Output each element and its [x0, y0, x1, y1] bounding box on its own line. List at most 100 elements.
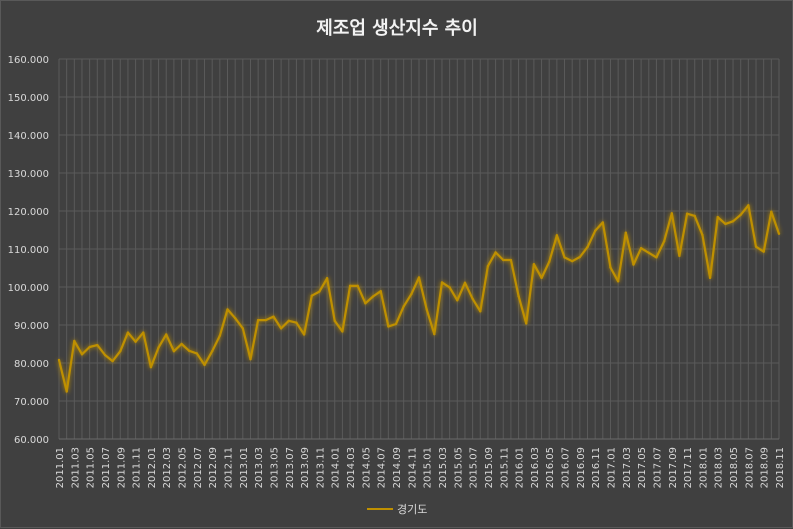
- data-point: [570, 259, 574, 263]
- x-tick-label: 2014.05: [361, 447, 372, 488]
- data-point: [172, 350, 176, 353]
- data-point: [632, 263, 635, 266]
- x-tick-label: 2011.09: [116, 447, 127, 488]
- x-tick-label: 2015.03: [438, 447, 449, 488]
- x-tick-label: 2013.05: [269, 447, 280, 488]
- x-tick-label: 2012.11: [224, 447, 235, 488]
- data-point: [716, 215, 719, 219]
- x-tick-label: 2013.03: [254, 447, 265, 488]
- x-tick-label: 2017.03: [622, 447, 633, 488]
- data-point: [471, 297, 474, 300]
- y-tick-label: 90.000: [14, 321, 49, 332]
- data-point: [402, 305, 405, 308]
- data-point: [356, 284, 359, 288]
- x-tick-label: 2018.07: [744, 447, 755, 488]
- x-tick-label: 2017.11: [683, 447, 694, 488]
- legend: 경기도: [367, 503, 427, 516]
- data-point: [279, 327, 283, 330]
- x-tick-label: 2015.07: [469, 447, 480, 488]
- x-tick-label: 2017.07: [652, 447, 663, 488]
- data-point: [517, 294, 520, 298]
- y-tick-label: 140.000: [8, 131, 49, 142]
- x-tick-label: 2014.03: [346, 447, 357, 488]
- data-point: [295, 321, 298, 324]
- x-tick-label: 2016.03: [530, 447, 541, 488]
- data-point: [440, 281, 444, 284]
- x-tick-label: 2018.09: [760, 447, 771, 488]
- data-point: [226, 308, 229, 311]
- data-point: [417, 276, 421, 279]
- data-point: [655, 256, 658, 259]
- data-point: [126, 331, 130, 334]
- data-point: [724, 222, 727, 226]
- data-point: [65, 390, 68, 393]
- data-point: [256, 318, 260, 322]
- data-point: [693, 214, 696, 218]
- x-tick-label: 2011.07: [101, 447, 112, 488]
- x-tick-label: 2012.01: [147, 447, 158, 488]
- data-point: [433, 332, 436, 336]
- data-point: [310, 294, 313, 297]
- x-tick-label: 2016.01: [515, 447, 526, 488]
- data-point: [502, 258, 505, 262]
- data-point: [241, 327, 245, 330]
- data-point: [134, 340, 137, 343]
- x-tick-label: 2012.09: [208, 447, 219, 488]
- data-point: [609, 266, 612, 269]
- data-point: [218, 334, 222, 337]
- data-point: [770, 210, 773, 213]
- y-tick-label: 70.000: [14, 397, 49, 408]
- data-point: [348, 284, 352, 288]
- x-tick-label: 2013.09: [300, 447, 311, 488]
- data-point: [639, 247, 643, 250]
- x-tick-label: 2011.03: [70, 447, 81, 488]
- data-point: [73, 339, 76, 343]
- data-point: [563, 256, 566, 259]
- x-tick-label: 2018.05: [729, 447, 740, 488]
- x-tick-label: 2014.01: [331, 447, 342, 488]
- data-point: [701, 233, 704, 237]
- y-tick-label: 80.000: [14, 359, 49, 370]
- data-point: [578, 255, 582, 259]
- data-point: [165, 333, 168, 336]
- data-point: [287, 319, 290, 323]
- data-point: [479, 310, 482, 313]
- data-point: [233, 316, 237, 320]
- data-point: [371, 295, 375, 298]
- x-tick-label: 2017.05: [637, 447, 648, 488]
- data-point: [364, 302, 367, 305]
- data-point: [731, 220, 735, 223]
- x-tick-label: 2012.05: [178, 447, 189, 488]
- data-point: [532, 263, 536, 266]
- data-point: [555, 234, 559, 237]
- data-point: [394, 322, 398, 326]
- x-tick-label: 2015.11: [499, 447, 510, 488]
- data-point: [318, 290, 321, 293]
- x-tick-label: 2016.07: [561, 447, 572, 488]
- data-point: [249, 358, 252, 361]
- data-point: [272, 315, 275, 318]
- data-point: [601, 221, 605, 224]
- data-point: [341, 330, 344, 333]
- data-point: [302, 333, 306, 336]
- x-tick-label: 2013.01: [239, 447, 250, 488]
- data-point: [747, 204, 750, 207]
- x-tick-label: 2011.11: [132, 447, 143, 488]
- x-tick-label: 2011.05: [86, 447, 97, 488]
- y-tick-label: 60.000: [14, 435, 49, 446]
- y-axis: 60.000 70.000 80.000 90.000 100.000 110.000 12…: [8, 55, 49, 446]
- x-tick-label: 2017.01: [606, 447, 617, 488]
- x-tick-label: 2017.09: [668, 447, 679, 488]
- data-point: [685, 212, 689, 215]
- data-point: [586, 245, 589, 249]
- y-tick-label: 100.000: [8, 283, 49, 294]
- data-point: [387, 325, 390, 328]
- data-point: [325, 277, 329, 280]
- data-point: [425, 308, 428, 311]
- data-point: [103, 353, 107, 357]
- data-point: [448, 286, 451, 289]
- data-point: [548, 260, 551, 264]
- x-tick-label: 2013.07: [285, 447, 296, 488]
- x-tick-label: 2015.01: [423, 447, 434, 488]
